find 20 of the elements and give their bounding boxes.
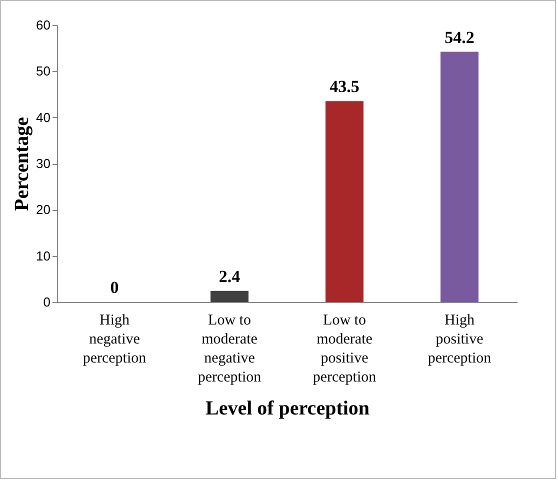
y-axis-title: Percentage: [11, 116, 34, 212]
bar: [326, 101, 364, 302]
x-tick-label: Low to moderate negative perception: [198, 312, 262, 386]
x-tick-label: High positive perception: [428, 312, 492, 366]
x-tick-label: Low to moderate positive perception: [312, 312, 377, 386]
bar: [440, 52, 478, 302]
y-tick-label: 50: [36, 64, 50, 79]
x-axis-title: Level of perception: [205, 398, 370, 420]
bar: [210, 290, 248, 302]
x-tick-label: High negative perception: [82, 312, 147, 366]
data-label: 0: [110, 278, 119, 297]
y-tick-label: 30: [36, 156, 50, 171]
y-tick-label: 20: [36, 202, 50, 218]
y-tick-label: 60: [36, 18, 50, 32]
y-tick-label: 0: [43, 294, 50, 310]
data-label: 54.2: [444, 28, 474, 47]
y-tick-label: 40: [36, 110, 50, 125]
data-label: 43.5: [330, 77, 360, 96]
data-label: 2.4: [218, 266, 241, 286]
y-tick-label: 10: [36, 248, 50, 264]
